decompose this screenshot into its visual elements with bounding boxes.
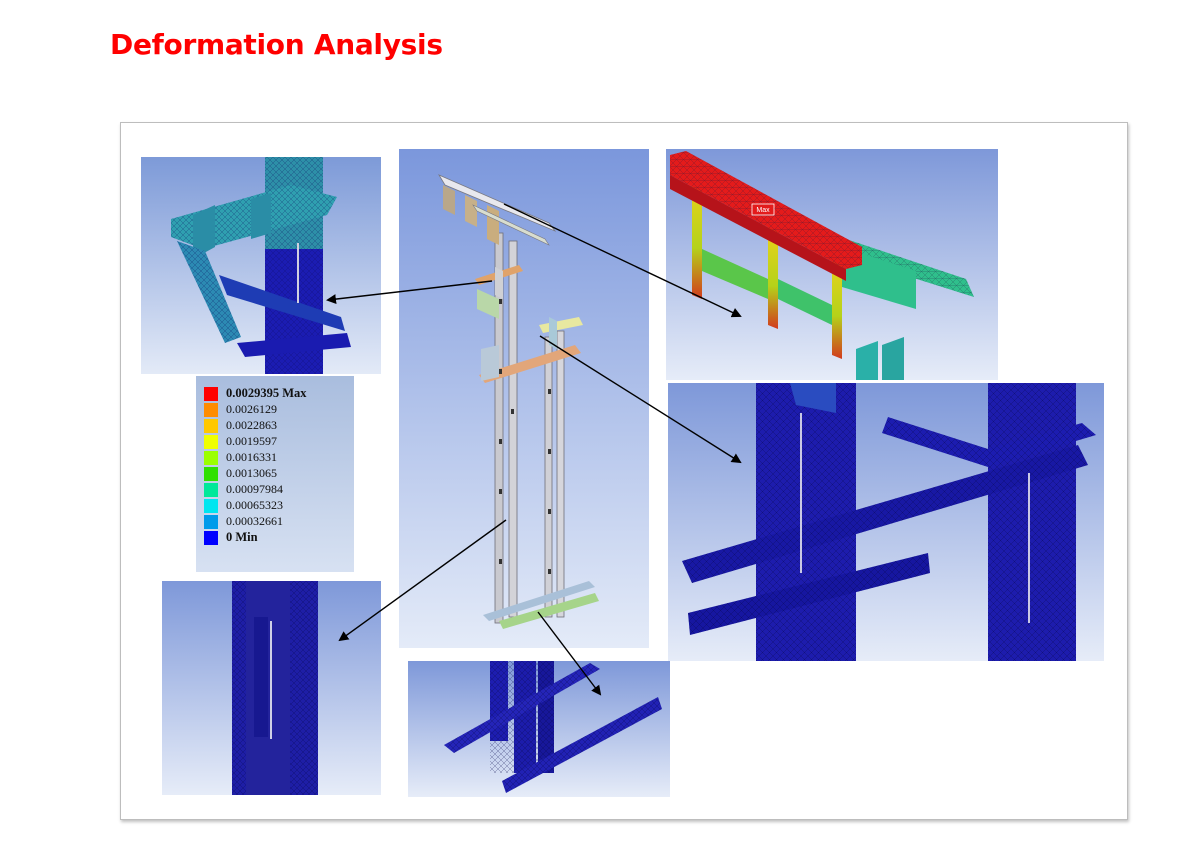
legend-swatch <box>204 531 218 545</box>
legend-swatch <box>204 483 218 497</box>
full-assembly-view <box>399 149 649 648</box>
legend-item: 0.0019597 <box>204 434 350 449</box>
arrow-to-top-left <box>326 280 493 305</box>
legend-swatch <box>204 499 218 513</box>
legend-swatch <box>204 387 218 401</box>
legend-swatch <box>204 435 218 449</box>
detail-base-channels <box>408 661 670 797</box>
legend-swatch <box>204 451 218 465</box>
legend-item: 0.0029395 Max <box>204 386 350 401</box>
detail-top-bracket-max: Max <box>666 149 998 380</box>
legend-item: 0.0026129 <box>204 402 350 417</box>
legend-item: 0.0013065 <box>204 466 350 481</box>
deformation-legend: 0.0029395 Max 0.0026129 0.0022863 0.0019… <box>196 376 354 572</box>
legend-item: 0.0022863 <box>204 418 350 433</box>
arrow-to-mid-right <box>539 335 742 464</box>
legend-item: 0.0016331 <box>204 450 350 465</box>
detail-column-section <box>162 581 381 795</box>
legend-swatch <box>204 515 218 529</box>
arrow-to-column <box>338 519 507 642</box>
legend-swatch <box>204 419 218 433</box>
detail-top-left-bracket <box>141 157 381 374</box>
legend-item: 0.00065323 <box>204 498 350 513</box>
legend-item: 0.00097984 <box>204 482 350 497</box>
legend-swatch <box>204 467 218 481</box>
page-title: Deformation Analysis <box>110 28 443 61</box>
legend-item: 0 Min <box>204 530 350 545</box>
arrow-to-top-right <box>503 203 742 318</box>
detail-mid-bracket <box>668 383 1104 661</box>
legend-item: 0.00032661 <box>204 514 350 529</box>
legend-swatch <box>204 403 218 417</box>
arrow-to-base <box>537 611 602 696</box>
max-marker-label: Max <box>756 207 770 214</box>
